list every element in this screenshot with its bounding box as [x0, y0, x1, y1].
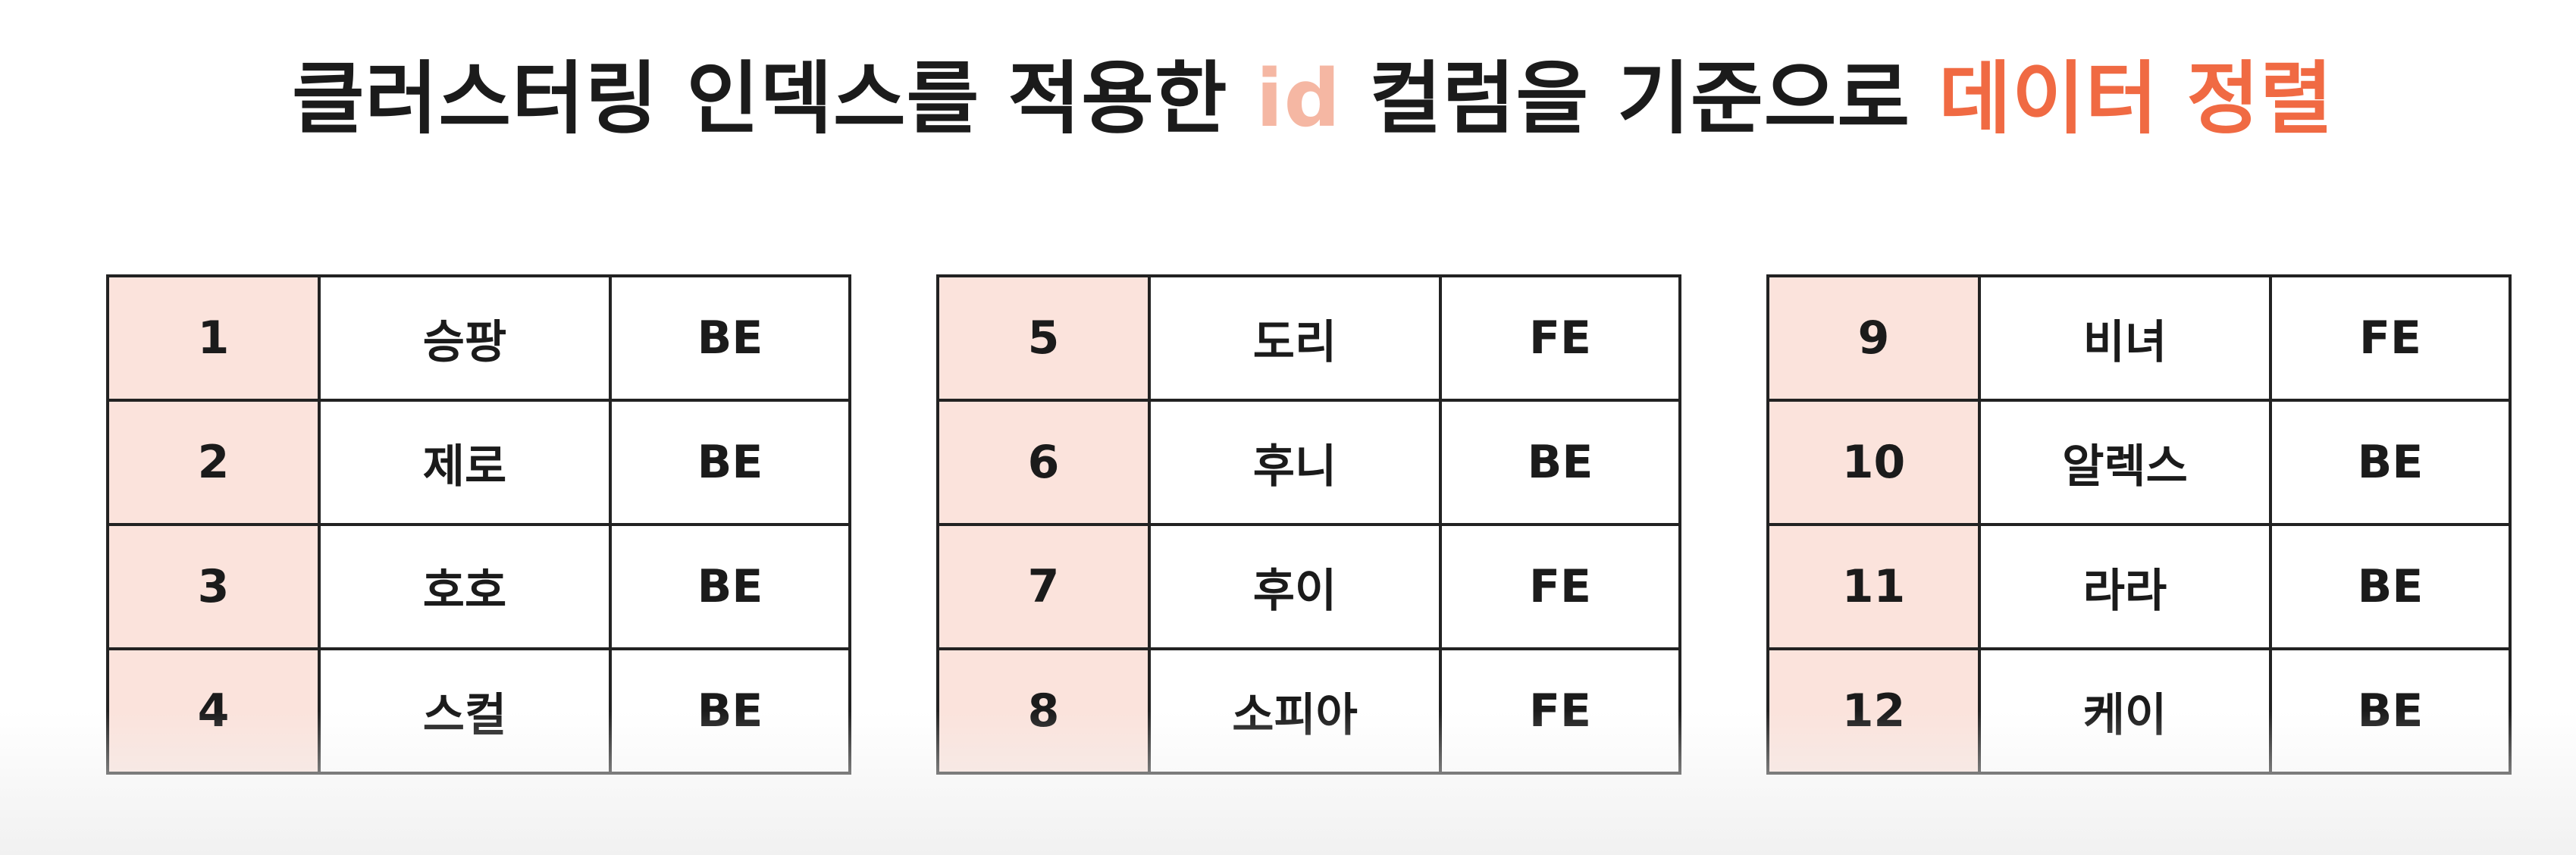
name-cell: 도리	[1148, 274, 1442, 402]
id-cell: 10	[1766, 399, 1981, 526]
id-cell: 9	[1766, 274, 1981, 402]
title-text-part1: 클러스터링 인덱스를 적용한	[292, 52, 1256, 145]
team-cell: BE	[609, 523, 851, 650]
id-cell: 11	[1766, 523, 1981, 650]
page-title: 클러스터링 인덱스를 적용한 id 컬럼을 기준으로 데이터 정렬	[292, 45, 2333, 152]
name-cell: 라라	[1978, 523, 2272, 650]
id-cell: 12	[1766, 647, 1981, 775]
title-highlight-id: id	[1255, 52, 1341, 145]
id-cell: 4	[106, 647, 321, 775]
name-cell: 승팡	[318, 274, 612, 402]
name-cell: 소피아	[1148, 647, 1442, 775]
name-cell: 케이	[1978, 647, 2272, 775]
table-row: 12 케이 BE	[1766, 647, 2512, 775]
table-row: 5 도리 FE	[936, 274, 1681, 402]
title-text-part2: 컬럼을 기준으로	[1340, 52, 1939, 145]
table-row: 9 비녀 FE	[1766, 274, 2512, 402]
table-row: 11 라라 BE	[1766, 523, 2512, 650]
data-table-1: 1 승팡 BE 2 제로 BE 3 호호 BE 4 스컬 BE	[106, 274, 851, 775]
id-cell: 8	[936, 647, 1151, 775]
id-cell: 2	[106, 399, 321, 526]
id-cell: 1	[106, 274, 321, 402]
name-cell: 후이	[1148, 523, 1442, 650]
table-row: 10 알렉스 BE	[1766, 399, 2512, 526]
table-row: 6 후니 BE	[936, 399, 1681, 526]
table-row: 3 호호 BE	[106, 523, 851, 650]
name-cell: 스컬	[318, 647, 612, 775]
team-cell: BE	[609, 274, 851, 402]
id-cell: 3	[106, 523, 321, 650]
table-row: 2 제로 BE	[106, 399, 851, 526]
team-cell: BE	[609, 647, 851, 775]
team-cell: BE	[1439, 399, 1681, 526]
table-row: 7 후이 FE	[936, 523, 1681, 650]
team-cell: BE	[2269, 647, 2512, 775]
table-row: 4 스컬 BE	[106, 647, 851, 775]
data-table-2: 5 도리 FE 6 후니 BE 7 후이 FE 8 소피아 FE	[936, 274, 1681, 775]
sorted-tables-container: 1 승팡 BE 2 제로 BE 3 호호 BE 4 스컬 BE	[106, 274, 2512, 775]
team-cell: FE	[1439, 274, 1681, 402]
team-cell: BE	[609, 399, 851, 526]
name-cell: 호호	[318, 523, 612, 650]
title-highlight-sort: 데이터 정렬	[1938, 52, 2333, 145]
name-cell: 제로	[318, 399, 612, 526]
data-table-3: 9 비녀 FE 10 알렉스 BE 11 라라 BE 12 케이 BE	[1766, 274, 2512, 775]
id-cell: 6	[936, 399, 1151, 526]
team-cell: FE	[2269, 274, 2512, 402]
name-cell: 알렉스	[1978, 399, 2272, 526]
team-cell: BE	[2269, 399, 2512, 526]
team-cell: FE	[1439, 523, 1681, 650]
team-cell: FE	[1439, 647, 1681, 775]
name-cell: 후니	[1148, 399, 1442, 526]
table-row: 8 소피아 FE	[936, 647, 1681, 775]
team-cell: BE	[2269, 523, 2512, 650]
table-row: 1 승팡 BE	[106, 274, 851, 402]
name-cell: 비녀	[1978, 274, 2272, 402]
id-cell: 5	[936, 274, 1151, 402]
id-cell: 7	[936, 523, 1151, 650]
